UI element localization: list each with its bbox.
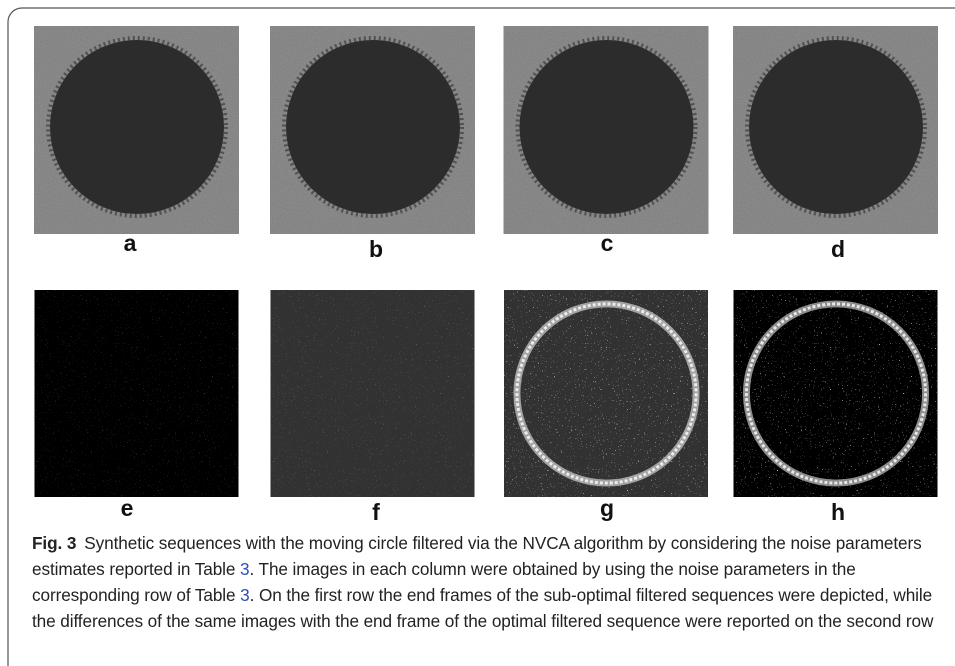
table-link[interactable]: 3 [240, 559, 249, 579]
panel-image [733, 26, 938, 234]
panel-image [504, 26, 709, 234]
caption-label: Fig. 3 [32, 533, 76, 553]
panel-label: e [97, 495, 157, 522]
panel-image [34, 290, 238, 497]
panel-label: a [100, 230, 160, 257]
panel-image [270, 26, 475, 234]
panel-label: b [346, 236, 406, 263]
page: a b c d e f g h Fig. 3Synthetic sequence… [0, 0, 955, 666]
table-link[interactable]: 3 [240, 585, 249, 605]
panel-image [504, 290, 708, 497]
panel-label: g [577, 495, 637, 522]
panel-label: c [577, 230, 637, 257]
panel-image [34, 26, 239, 234]
panel-image [733, 290, 937, 497]
panel-label: f [346, 499, 406, 526]
panel-image [270, 290, 474, 497]
panel-label: d [808, 236, 868, 263]
panel-label: h [808, 499, 868, 526]
